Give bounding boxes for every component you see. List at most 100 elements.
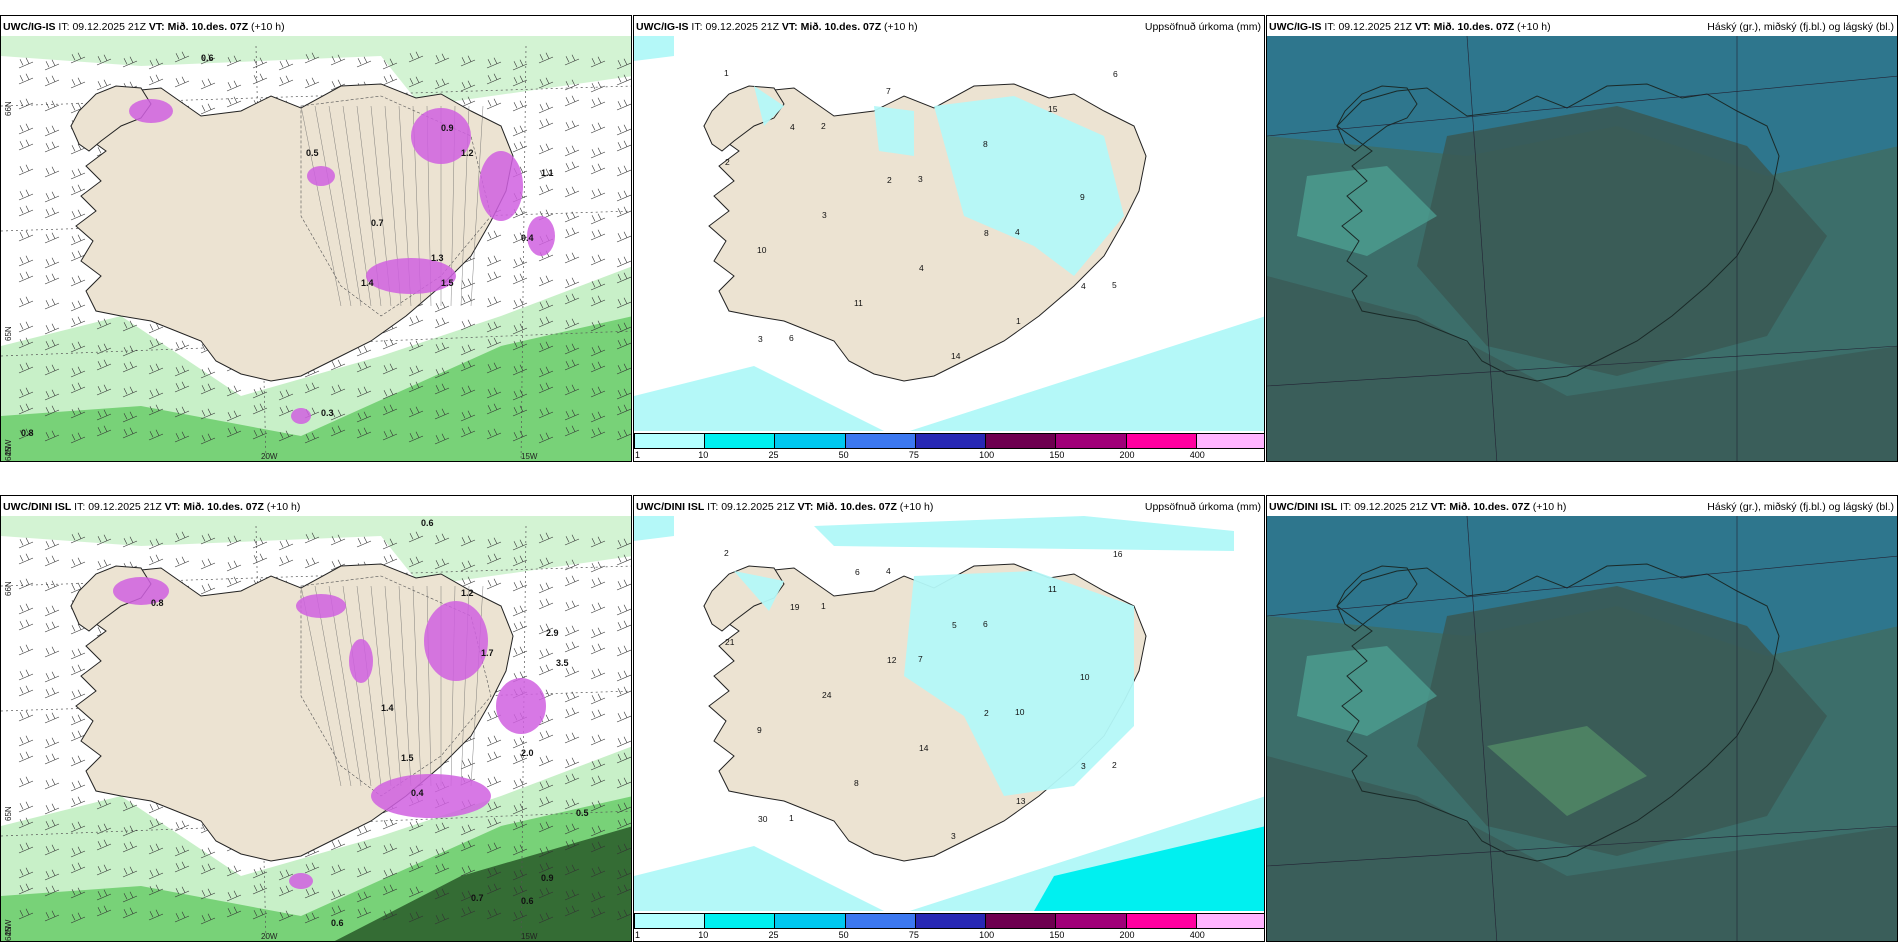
it-value: 09.12.2025 21Z — [1354, 501, 1428, 513]
precip-colorbar: 1 10 25 50 75 100 150 200 400 — [634, 911, 1264, 941]
wind-barb — [538, 821, 554, 833]
wind-barb — [96, 823, 112, 835]
wind-barb — [174, 381, 190, 393]
wind-barb — [538, 532, 554, 544]
wind-barb — [616, 711, 631, 723]
latitude-label: 65N — [4, 806, 13, 821]
wind-barb — [590, 602, 606, 614]
wind-barb — [408, 845, 424, 857]
hatch-line — [314, 105, 352, 307]
wind-barb — [96, 559, 112, 571]
precip-value-label: 2 — [821, 121, 826, 131]
panel-precip-row2: UWC/DINI ISL IT: 09.12.2025 21Z VT: Mið.… — [633, 495, 1265, 942]
wind-barb — [590, 800, 606, 812]
wind-barb — [18, 619, 34, 631]
wind-barb — [44, 257, 60, 269]
wind-barb — [174, 556, 190, 568]
wind-barb — [590, 427, 606, 439]
wind-barb — [356, 361, 372, 373]
precip-value-label: 24 — [822, 690, 832, 700]
wind-barb — [356, 56, 372, 68]
panel-wind-row2: UWC/DINI ISL IT: 09.12.2025 21Z VT: Mið.… — [0, 495, 632, 942]
wind-barb — [616, 818, 631, 830]
wind-barb — [44, 580, 60, 592]
wind-barb — [564, 384, 580, 396]
wind-barb — [382, 363, 398, 375]
precip-value-label: 1 — [789, 813, 794, 823]
wind-barb — [70, 623, 86, 635]
precip-value-label: 3 — [951, 831, 956, 841]
wind-barb — [408, 820, 424, 832]
wind-barb — [44, 100, 60, 112]
wind-barb — [70, 714, 86, 726]
precip-colorbar: 1 10 25 50 75 100 150 200 400 — [634, 431, 1264, 461]
precip-value-label: 6 — [1113, 69, 1118, 79]
cloud-layer — [1297, 646, 1437, 736]
wind-barb — [590, 536, 606, 548]
wind-barb — [434, 342, 450, 354]
precip-value-label: 4 — [790, 122, 795, 132]
wind-barb — [434, 913, 450, 925]
wind-barb — [564, 186, 580, 198]
wind-barb — [148, 554, 164, 566]
wind-barb — [122, 427, 138, 439]
graticule-line — [1267, 345, 1897, 387]
wind-barb — [18, 57, 34, 69]
wind-barb — [616, 538, 631, 550]
wind-barb — [616, 777, 631, 789]
colorbar-tick-label: 25 — [768, 450, 779, 460]
wind-barb — [564, 559, 580, 571]
vt-label: VT: Mið. 10.des. 07Z — [1430, 501, 1530, 513]
wind-barb — [70, 887, 86, 899]
wind-barb — [200, 78, 216, 90]
wind-barb — [590, 734, 606, 746]
wind-barb — [70, 532, 86, 544]
wind-barb — [434, 847, 450, 859]
wind-barb — [590, 279, 606, 291]
wind-barb — [174, 531, 190, 543]
wind-barb — [148, 909, 164, 921]
wind-barb — [18, 685, 34, 697]
wind-barb — [96, 384, 112, 396]
wind-barb — [590, 122, 606, 134]
wind-barb — [304, 382, 320, 394]
wind-barb — [616, 604, 631, 616]
wind-barb — [70, 755, 86, 767]
wind-barb — [538, 557, 554, 569]
wind-barb — [486, 867, 502, 879]
wind-barb — [226, 385, 242, 397]
wind-barb — [252, 883, 268, 895]
wind-barb — [486, 57, 502, 69]
wind-barb — [408, 886, 424, 898]
wind-barb — [174, 886, 190, 898]
wind-barb — [408, 381, 424, 393]
wind-barb — [70, 316, 86, 328]
wind-barb — [226, 890, 242, 902]
wind-barb — [512, 405, 528, 417]
wind-barb — [304, 52, 320, 64]
wind-barb — [18, 321, 34, 333]
wind-barb — [460, 824, 476, 836]
colorbar-tick-label: 400 — [1189, 450, 1205, 460]
wind-barb — [408, 531, 424, 543]
wind-barb — [44, 687, 60, 699]
wind-barb — [538, 796, 554, 808]
longitude-label: 15W — [521, 932, 538, 941]
wind-barb — [44, 273, 60, 285]
wind-barb — [486, 271, 502, 283]
wind-barb — [70, 250, 86, 262]
wind-barb — [486, 817, 502, 829]
wind-barb — [564, 409, 580, 421]
precip-area — [1034, 826, 1264, 911]
wind-barb — [122, 386, 138, 398]
wind-barb — [96, 905, 112, 917]
wind-barb — [512, 430, 528, 442]
precip-value-label: 5 — [1112, 280, 1117, 290]
wind-barb — [616, 140, 631, 152]
wind-barb — [616, 620, 631, 632]
precip-value-label: 2 — [984, 708, 989, 718]
wind-barb — [564, 732, 580, 744]
precip-value-label: 4 — [886, 566, 891, 576]
wind-barb — [18, 801, 34, 813]
